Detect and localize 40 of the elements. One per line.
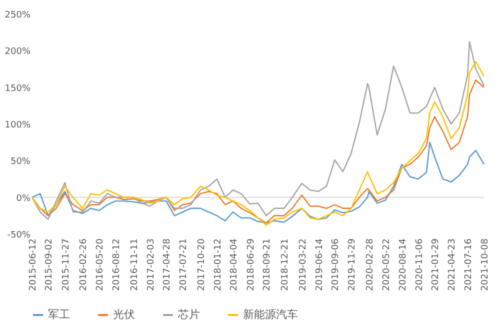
x-tick-label: 2020-11-06 xyxy=(414,238,425,291)
x-tick-label: 2017-02-03 xyxy=(146,238,156,291)
x-tick-label: 2015-09-02 xyxy=(44,238,55,291)
x-tick-label: 2018-12-21 xyxy=(280,238,291,291)
legend-label: 芯片 xyxy=(177,308,200,321)
y-tick-label: -50% xyxy=(7,230,31,240)
y-tick-label: 0% xyxy=(16,194,31,204)
x-tick-label: 2018-01-12 xyxy=(213,238,224,291)
legend-label: 军工 xyxy=(48,308,70,321)
x-tick-label: 2017-07-21 xyxy=(179,238,190,291)
y-tick-label: 250% xyxy=(4,10,31,20)
x-tick-label: 2019-09-06 xyxy=(331,238,342,291)
x-tick-label: 2020-02-28 xyxy=(365,238,376,291)
x-tick-label: 2017-10-20 xyxy=(196,238,207,291)
x-tick-label: 2021-01-29 xyxy=(431,238,442,291)
x-tick-label: 2021-10-08 xyxy=(480,238,490,291)
x-tick-label: 2019-11-29 xyxy=(348,238,358,291)
x-tick-label: 2020-08-14 xyxy=(398,238,408,291)
y-tick-label: 100% xyxy=(4,120,31,130)
x-tick-label: 2016-11-11 xyxy=(130,238,140,291)
x-tick-label: 2016-08-12 xyxy=(112,238,122,291)
x-tick-label: 2021-07-16 xyxy=(464,238,474,291)
x-tick-label: 2021-04-23 xyxy=(448,238,458,291)
y-tick-label: 50% xyxy=(10,157,31,168)
x-tick-label: 2018-04-04 xyxy=(229,238,240,291)
line-series xyxy=(31,142,485,224)
x-tick-label: 2015-11-27 xyxy=(61,238,72,291)
legend-label: 光伏 xyxy=(113,308,135,321)
x-tick-label: 2016-05-20 xyxy=(96,238,106,291)
x-tick-label: 2017-04-28 xyxy=(162,238,173,291)
x-tick-label: 2015-06-12 xyxy=(28,238,38,291)
x-tick-label: 2018-06-29 xyxy=(246,238,256,291)
x-tick-label: 2019-06-14 xyxy=(314,238,325,291)
x-tick-label: 2018-09-21 xyxy=(262,238,273,291)
y-tick-label: 150% xyxy=(4,84,31,94)
x-tick-label: 2020-05-22 xyxy=(382,238,392,291)
x-tick-label: 2019-03-22 xyxy=(298,238,308,291)
y-tick-label: 200% xyxy=(4,47,31,58)
x-tick-label: 2016-02-26 xyxy=(79,238,90,291)
legend-label: 新能源汽车 xyxy=(243,308,298,321)
